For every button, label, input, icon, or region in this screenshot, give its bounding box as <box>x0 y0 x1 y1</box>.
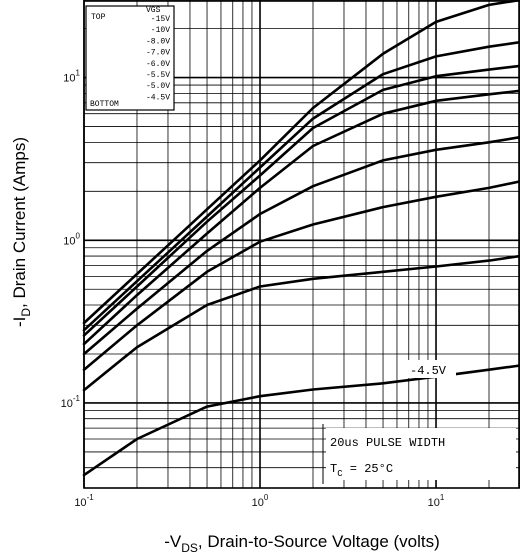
x-axis-title-subscript: DS <box>181 541 198 555</box>
annotation-background <box>326 428 516 480</box>
curve-label: -4.5V <box>410 364 447 378</box>
legend-entry: -6.0V <box>146 60 170 69</box>
y-tick-base: 10 <box>61 398 73 410</box>
y-tick-base: 10 <box>63 73 75 85</box>
annotation-tc-unit: °C <box>379 462 393 476</box>
y-tick-label: 10-1 <box>61 394 81 410</box>
y-tick-label: 101 <box>63 69 80 85</box>
curve-label-background <box>406 360 456 378</box>
annotation-tc-value: = 25 <box>343 462 379 476</box>
legend-entry: -5.5V <box>146 71 170 80</box>
x-tick-exponent: 1 <box>440 493 445 502</box>
legend-header: VGS <box>146 6 161 15</box>
legend-entry: -4.5V <box>146 93 170 102</box>
conditions-annotation: 20us PULSE WIDTH TC = 25°C <box>322 424 516 484</box>
x-axis-title-prefix: -V <box>164 532 182 551</box>
annotation-tc-symbol: T <box>330 462 337 476</box>
y-axis-title-text: , Drain Current (Amps) <box>10 137 29 308</box>
x-tick-base: 10 <box>74 497 86 509</box>
y-tick-exponent: 0 <box>76 231 81 240</box>
x-tick-base: 10 <box>428 497 440 509</box>
y-axis-title-subscript: D <box>19 308 33 317</box>
y-tick-base: 10 <box>63 235 75 247</box>
y-axis-title-prefix: -I <box>10 317 29 327</box>
y-axis-title: -ID, Drain Current (Amps) <box>10 137 33 327</box>
x-axis-title: -VDS, Drain-to-Source Voltage (volts) <box>164 532 440 555</box>
annotation-pulse-width: 20us PULSE WIDTH <box>330 436 445 450</box>
series-layer <box>82 0 520 477</box>
series-line <box>82 364 520 477</box>
y-tick-label: 100 <box>63 231 80 247</box>
x-tick-base: 10 <box>252 497 264 509</box>
legend-box <box>85 5 175 111</box>
legend-bottom-label: BOTTOM <box>90 100 119 109</box>
x-tick-exponent: 0 <box>264 493 269 502</box>
series-line <box>82 254 520 392</box>
annotation-temperature: TC = 25°C <box>330 462 393 479</box>
x-tick-label: 10-1 <box>74 493 94 509</box>
legend-entry: -7.0V <box>146 49 170 58</box>
legend-entry: -15V <box>151 15 170 24</box>
series-line <box>82 89 520 346</box>
legend-entry: -8.0V <box>146 37 170 46</box>
y-tick-exponent: -1 <box>73 394 81 403</box>
legend-top-label: TOP <box>91 13 106 22</box>
x-axis-title-text: , Drain-to-Source Voltage (volts) <box>198 532 440 551</box>
plot-frame <box>83 0 520 489</box>
x-tick-label: 101 <box>428 493 445 509</box>
legend-entry: -5.0V <box>146 82 170 91</box>
legend-entries: -15V -10V -8.0V -7.0V -6.0V -5.5V -5.0V -4.5V <box>146 15 170 102</box>
series-line <box>82 0 520 325</box>
legend-entry: -10V <box>151 26 170 35</box>
y-tick-exponent: 1 <box>76 69 81 78</box>
series-line <box>82 180 520 372</box>
annotation-tc-subscript: C <box>337 469 343 479</box>
series-line <box>82 40 520 332</box>
legend: TOP BOTTOM VGS -15V -10V -8.0V -7.0V -6.0V -5… <box>85 5 175 111</box>
x-tick-label: 100 <box>252 493 269 509</box>
series-line <box>82 135 520 356</box>
series-line <box>82 64 520 337</box>
x-tick-exponent: -1 <box>87 493 95 502</box>
